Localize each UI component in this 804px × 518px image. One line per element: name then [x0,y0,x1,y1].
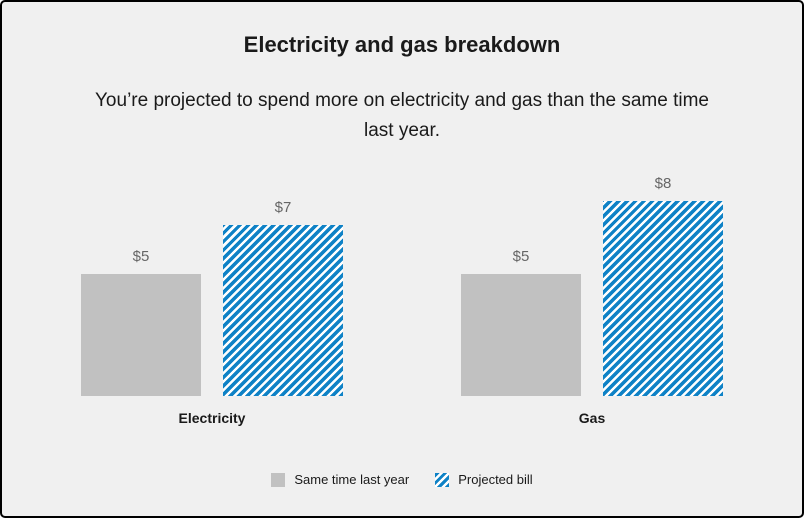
chart-legend: Same time last year Projected bill [2,472,802,488]
bar-chart: $5 $7 Electricity $5 $8 [2,174,802,427]
bar-column: $5 [461,247,581,396]
category-label-gas: Gas [578,410,606,426]
bar-same-time-last-year [461,274,581,396]
legend-label: Same time last year [294,472,410,487]
bar-group-gas: $5 $8 Gas [461,174,723,427]
legend-swatch-striped-blue [435,473,450,487]
bar-pair: $5 $8 [461,174,723,396]
legend-label: Projected bill [458,472,533,487]
legend-item-same-time-last-year: Same time last year [271,472,409,488]
chart-subtitle: You’re projected to spend more on electr… [95,90,709,141]
bar-same-time-last-year [81,274,201,396]
bar-value-label: $5 [512,248,530,265]
bar-projected-bill [603,201,723,396]
bar-column: $8 [603,174,723,396]
bar-group-electricity: $5 $7 Electricity [81,174,343,427]
bar-column: $5 [81,247,201,396]
bar-value-label: $5 [132,248,150,265]
bar-projected-bill [223,225,343,396]
category-label-electricity: Electricity [178,410,246,426]
chart-title: Electricity and gas breakdown [243,32,561,57]
legend-swatch-solid-gray [271,473,286,487]
legend-item-projected-bill: Projected bill [435,472,533,488]
bar-value-label: $7 [274,199,292,216]
bar-column: $7 [223,198,343,396]
bar-value-label: $8 [654,175,672,192]
bar-pair: $5 $7 [81,174,343,396]
